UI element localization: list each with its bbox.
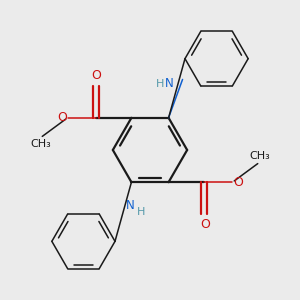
Text: H: H xyxy=(156,79,164,88)
Text: O: O xyxy=(200,218,210,231)
Text: CH₃: CH₃ xyxy=(249,151,270,161)
Text: N: N xyxy=(126,199,134,212)
Text: CH₃: CH₃ xyxy=(30,139,51,149)
Text: H: H xyxy=(137,207,145,217)
Text: O: O xyxy=(57,111,67,124)
Text: N: N xyxy=(165,77,173,90)
Text: O: O xyxy=(233,176,243,189)
Text: O: O xyxy=(91,69,101,82)
